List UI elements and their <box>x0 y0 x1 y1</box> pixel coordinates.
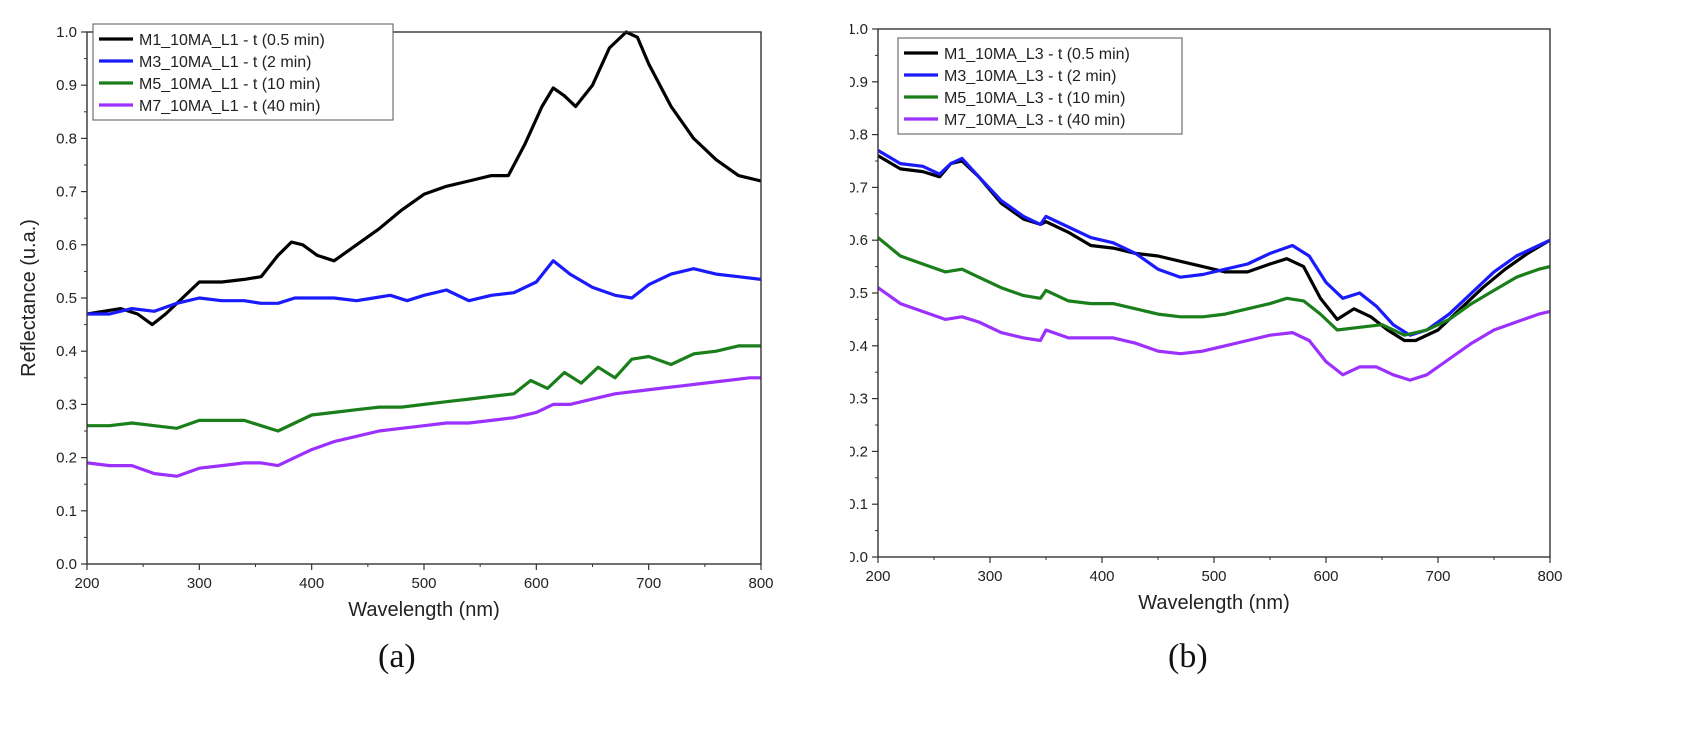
legend-label-4: M7_10MA_L1 - t (40 min) <box>139 98 320 115</box>
y-axis: 0.0 0.1 0.2 0.3 0.4 0.5 0.6 0.7 0.8 0.9 1.0 <box>847 21 878 566</box>
chart-a-svg: 200 300 400 500 600 700 8000.00.10.20.30.40.50… <box>18 23 774 621</box>
y-tick-label: 1.0 <box>850 21 868 38</box>
legend-label-2: M3_10MA_L1 - t (2 min) <box>139 54 312 71</box>
legend-box <box>897 37 1183 135</box>
caption-a: (a) <box>378 638 416 675</box>
series-line-4 <box>87 376 761 478</box>
y-tick-label: 0.9 <box>850 74 868 91</box>
y-tick-label: 0.8 <box>850 127 868 144</box>
y-tick-label: 0.0 <box>850 549 868 566</box>
y-tick-label: 0.0 <box>56 556 77 573</box>
x-tick-label: 300 <box>187 575 212 592</box>
y-tick-label: 0.4 <box>56 343 77 360</box>
series-line-2 <box>878 148 1550 337</box>
y-axis-title: Reflectance (u.a.) <box>18 219 40 377</box>
x-tick-label: 200 <box>865 568 890 585</box>
y-tick-label: 0.1 <box>56 503 77 520</box>
y-axis: 0.0 0.1 0.2 0.3 0.4 0.5 0.6 0.7 0.8 0.9 1.0 <box>56 24 87 573</box>
y-tick-label: 0.4 <box>850 338 868 355</box>
series-line-2 <box>87 259 761 316</box>
series-lines <box>878 148 1550 382</box>
legend-label-4: M7_10MA_L3 - t (40 min) <box>944 112 1125 129</box>
chart-panel-b: 200 300 400 500 600 700 800 0.0 0.1 0.2 0.3 0.4 0.5 0… <box>809 0 1708 740</box>
series-line-4 <box>878 286 1550 382</box>
legend-label-1: M1_10MA_L3 - t (0.5 min) <box>944 46 1130 63</box>
y-tick-label: 0.7 <box>56 184 77 201</box>
x-tick-label: 700 <box>1425 568 1450 585</box>
y-tick-label: 0.1 <box>850 496 868 513</box>
y-tick-label: 0.2 <box>56 450 77 467</box>
y-tick-label: 0.9 <box>56 77 77 94</box>
series-line-3 <box>87 344 761 433</box>
x-tick-label: 400 <box>1089 568 1114 585</box>
y-tick-label: 0.3 <box>850 391 868 408</box>
caption-b: (b) <box>1168 638 1208 675</box>
x-tick-label: 300 <box>977 568 1002 585</box>
x-axis: 200 300 400 500 600 700 800 <box>865 557 1563 585</box>
x-tick-label: 200 <box>74 575 99 592</box>
x-tick-label: 500 <box>411 575 436 592</box>
series-line-3 <box>878 236 1550 337</box>
x-axis: 200 300 400 500 600 700 800 <box>74 564 774 592</box>
y-tick-label: 0.8 <box>56 130 77 147</box>
chart-b-svg: 200 300 400 500 600 700 8000.00.10.20.30.40.50… <box>809 21 1563 614</box>
x-tick-label: 500 <box>1201 568 1226 585</box>
x-tick-label: 400 <box>299 575 324 592</box>
legend-label-3: M5_10MA_L3 - t (10 min) <box>944 90 1125 107</box>
legend: M1_10MA_L1 - t (0.5 min) M3_10MA_L1 - t (… <box>92 23 394 121</box>
chart-panel-a: 200 300 400 500 600 700 800 0.0 0.1 0.2 0.3 0.4 0.5 0… <box>0 0 840 740</box>
legend-box <box>92 23 394 121</box>
y-tick-label: 0.3 <box>56 396 77 413</box>
x-axis-title: Wavelength (nm) <box>348 599 500 621</box>
x-tick-label: 600 <box>524 575 549 592</box>
legend-label-1: M1_10MA_L1 - t (0.5 min) <box>139 32 325 49</box>
x-tick-label: 600 <box>1313 568 1338 585</box>
y-tick-label: 1.0 <box>56 24 77 41</box>
y-tick-label: 0.7 <box>850 179 868 196</box>
y-tick-label: 0.5 <box>850 285 868 302</box>
y-tick-label: 0.5 <box>56 290 77 307</box>
legend: M1_10MA_L3 - t (0.5 min) M3_10MA_L3 - t (… <box>897 37 1183 135</box>
legend-label-3: M5_10MA_L1 - t (10 min) <box>139 76 320 93</box>
y-tick-label: 0.6 <box>850 232 868 249</box>
legend-label-2: M3_10MA_L3 - t (2 min) <box>944 68 1117 85</box>
x-tick-label: 700 <box>636 575 661 592</box>
series-line-1 <box>87 30 761 327</box>
y-tick-label: 0.6 <box>56 237 77 254</box>
series-lines <box>87 30 761 478</box>
x-axis-title: Wavelength (nm) <box>1138 592 1290 614</box>
x-tick-label: 800 <box>748 575 773 592</box>
y-tick-label: 0.2 <box>850 443 868 460</box>
x-tick-label: 800 <box>1537 568 1562 585</box>
